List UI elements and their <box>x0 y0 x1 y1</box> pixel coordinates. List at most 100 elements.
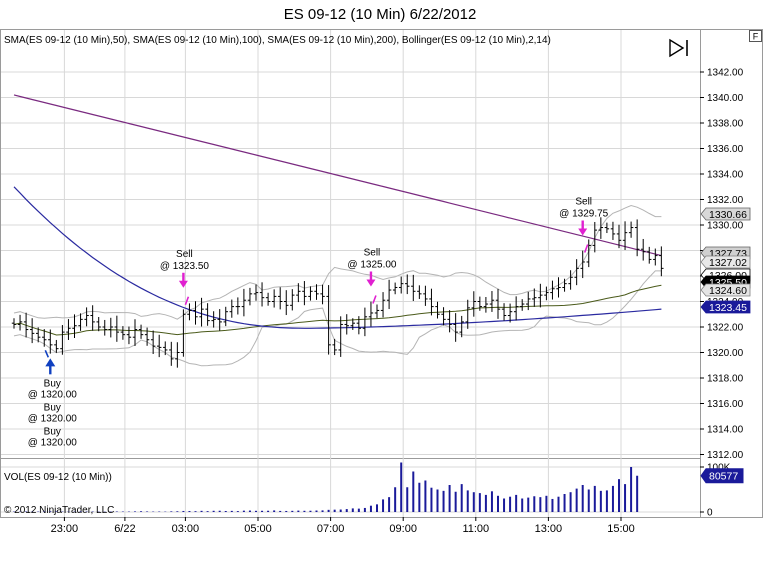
ohlc-bar <box>399 276 404 294</box>
ohlc-bar <box>223 306 228 327</box>
ohlc-bar <box>634 219 640 257</box>
ohlc-bar <box>108 317 113 338</box>
sell-signal: Sell@ 1329.75 <box>559 197 609 253</box>
ohlc-bar <box>144 327 150 346</box>
ohlc-bar <box>362 307 368 337</box>
sell-arrow-icon <box>178 280 188 288</box>
price-tick-label: 1342.00 <box>707 68 744 79</box>
ohlc-bar <box>120 326 126 340</box>
ohlc-bar <box>392 282 398 295</box>
time-tick-label: 13:00 <box>535 523 563 535</box>
ohlc-bar <box>36 327 41 343</box>
ohlc-bar <box>344 314 349 335</box>
play-pause-icon[interactable] <box>669 38 688 58</box>
ohlc-bar <box>465 299 470 329</box>
price-tick-label: 1322.00 <box>707 323 744 334</box>
time-tick-label: 05:00 <box>244 523 272 535</box>
ohlc-bar <box>380 292 386 318</box>
ohlc-bar <box>562 278 567 292</box>
sma-100-line <box>13 186 662 329</box>
price-tick-label: 1320.00 <box>707 348 744 359</box>
sell-signal-price: @ 1323.50 <box>160 261 210 272</box>
ohlc-bar <box>356 316 362 335</box>
buy-arrow-icon <box>45 358 56 367</box>
ohlc-bar <box>302 281 307 306</box>
ohlc-bar <box>374 304 380 319</box>
ohlc-bar <box>163 341 168 356</box>
buy-signal-label: Buy <box>44 378 61 389</box>
ohlc-bar <box>592 221 597 253</box>
ohlc-bar <box>489 291 495 312</box>
price-flag-box <box>700 207 751 221</box>
ohlc-bar <box>314 284 319 300</box>
ohlc-bar <box>610 221 616 240</box>
price-tick-label: 1332.00 <box>707 195 744 206</box>
ohlc-bar <box>29 318 35 344</box>
ohlc-bar <box>659 246 664 277</box>
ohlc-bar <box>253 284 259 301</box>
ohlc-bar <box>441 307 446 326</box>
sell-signal-label: Sell <box>364 248 381 259</box>
ohlc-bar <box>574 259 579 286</box>
sell-arrow-icon <box>578 228 588 236</box>
bollinger-lower-line <box>13 270 662 367</box>
ohlc-bar <box>338 316 343 357</box>
price-flag: 1324.60 <box>700 283 751 297</box>
price-flag-value: 1327.02 <box>709 257 747 269</box>
price-flag-value: 1324.60 <box>709 285 747 297</box>
ohlc-bar <box>72 314 77 338</box>
ohlc-bar <box>350 318 355 330</box>
ohlc-bar <box>217 309 222 331</box>
ohlc-bar <box>271 289 277 308</box>
ohlc-bar <box>229 299 234 318</box>
sell-exec-marker <box>372 295 377 304</box>
sell-signal-label: Sell <box>575 197 592 208</box>
price-tick-label: 1336.00 <box>707 144 744 155</box>
ohlc-bar <box>429 288 434 316</box>
ohlc-bar <box>102 319 107 336</box>
ohlc-bar <box>459 315 464 338</box>
sell-signal-price: @ 1325.00 <box>347 260 397 271</box>
ohlc-bar <box>90 305 95 331</box>
price-flag-box <box>700 255 751 269</box>
ohlc-bar <box>211 311 216 328</box>
sma-200-line <box>13 94 662 257</box>
sell-arrow-icon <box>366 279 376 287</box>
ohlc-bar <box>84 307 89 327</box>
price-flag-value: 1323.45 <box>709 302 747 314</box>
ohlc-bar <box>513 296 519 321</box>
volume-tick-label: 100K <box>707 463 731 474</box>
ohlc-bar <box>647 246 652 264</box>
volume-tick-label: 0 <box>707 508 713 519</box>
buy-signal-price: @ 1320.00 <box>28 389 78 400</box>
price-flag: 1323.45 <box>700 300 751 314</box>
ohlc-bar <box>17 314 23 331</box>
ohlc-bar <box>23 312 29 338</box>
sell-signal-label: Sell <box>176 249 193 260</box>
sell-exec-marker <box>184 296 190 306</box>
ohlc-bar <box>526 291 531 311</box>
price-tick-label: 1314.00 <box>707 425 744 436</box>
price-tick-label: 1330.00 <box>707 221 744 232</box>
f-button[interactable]: F <box>749 30 762 42</box>
price-flag: 1327.02 <box>700 255 751 269</box>
ohlc-bar <box>278 287 283 310</box>
buy-exec-marker <box>44 350 50 358</box>
ohlc-bar <box>447 310 452 333</box>
moving-averages <box>13 94 662 367</box>
ohlc-bar <box>423 285 428 306</box>
time-tick-label: 03:00 <box>172 523 200 535</box>
ohlc-bar <box>453 313 458 342</box>
ohlc-bar <box>477 296 483 311</box>
ohlc-bar <box>66 319 71 340</box>
chart-title: ES 09-12 (10 Min) 6/22/2012 <box>284 6 477 23</box>
ohlc-bar <box>332 338 337 356</box>
ohlc-bar <box>586 239 591 268</box>
volume-flag-box <box>700 468 744 484</box>
price-tick-label: 1318.00 <box>707 374 744 385</box>
sma-50-line <box>13 284 662 336</box>
ohlc-bar <box>653 248 658 266</box>
